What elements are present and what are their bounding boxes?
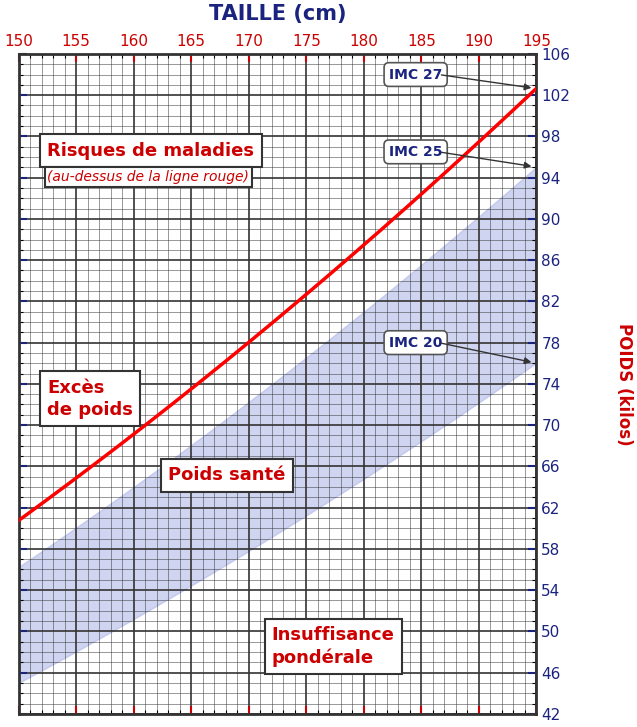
Y-axis label: POIDS (kilos): POIDS (kilos) <box>615 323 633 445</box>
Text: IMC 27: IMC 27 <box>389 68 442 81</box>
X-axis label: TAILLE (cm): TAILLE (cm) <box>209 4 347 24</box>
Text: (au-dessus de la ligne rouge): (au-dessus de la ligne rouge) <box>47 169 249 184</box>
Text: Risques de maladies: Risques de maladies <box>47 142 254 159</box>
Text: IMC 25: IMC 25 <box>389 145 442 159</box>
Text: Excès
de poids: Excès de poids <box>47 379 133 419</box>
Text: Insuffisance
pondérale: Insuffisance pondérale <box>272 626 395 667</box>
Text: IMC 20: IMC 20 <box>389 336 442 350</box>
Text: Poids santé: Poids santé <box>168 466 285 484</box>
